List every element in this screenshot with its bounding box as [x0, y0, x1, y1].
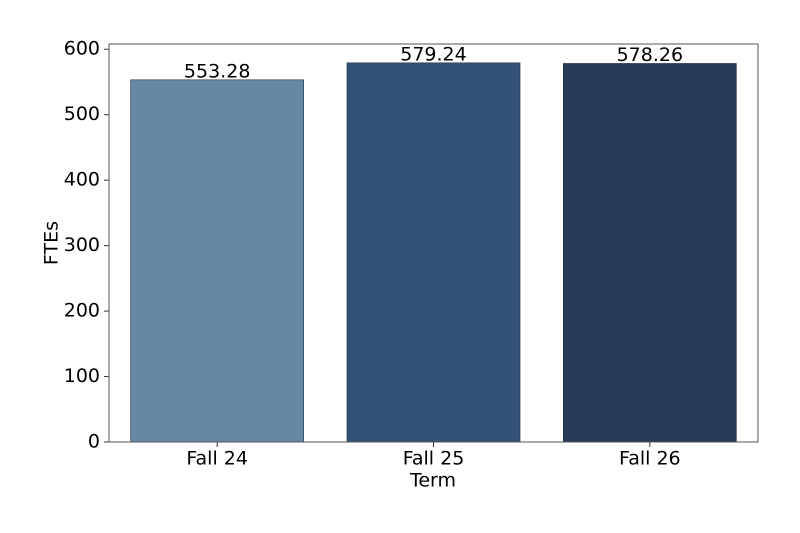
value-label: 579.24: [400, 43, 466, 65]
x-tick-label: Fall 24: [186, 448, 248, 470]
y-axis-label: FTEs: [41, 221, 63, 265]
y-tick-label: 300: [64, 234, 100, 256]
bar: [130, 79, 304, 443]
x-tick-label: Fall 25: [403, 448, 465, 470]
y-tick-label: 400: [64, 169, 100, 191]
y-tick-label: 0: [88, 431, 100, 453]
y-tick-label: 500: [64, 103, 100, 125]
value-label: 578.26: [617, 44, 683, 66]
plot-frame: [108, 43, 759, 443]
bar: [346, 62, 521, 443]
value-label: 553.28: [184, 60, 250, 82]
y-tick-label: 200: [64, 300, 100, 322]
x-axis-label: Term: [409, 470, 456, 492]
x-tick-label: Fall 26: [619, 448, 681, 470]
y-tick-label: 600: [64, 38, 100, 60]
y-tick-label: 100: [64, 365, 100, 387]
bar: [562, 63, 737, 443]
